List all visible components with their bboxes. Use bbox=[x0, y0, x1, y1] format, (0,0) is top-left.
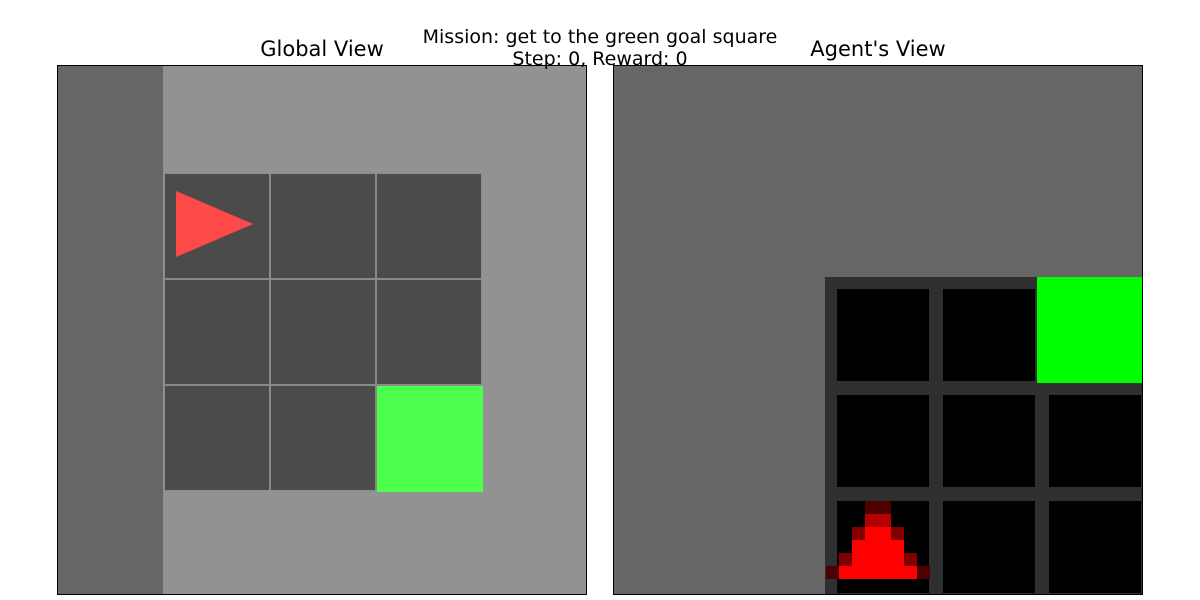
floor-cell bbox=[165, 386, 269, 490]
agent-pixel-row bbox=[865, 527, 891, 540]
mission-caption: Mission: get to the green goal square St… bbox=[0, 26, 1200, 70]
goal-square bbox=[1037, 277, 1142, 383]
goal-square bbox=[377, 386, 483, 492]
mission-text: Mission: get to the green goal square bbox=[422, 26, 778, 48]
floor-cell bbox=[943, 289, 1035, 381]
floor-cell bbox=[837, 289, 929, 381]
floor-cell bbox=[271, 280, 375, 384]
step-reward-text: Step: 0, Reward: 0 bbox=[512, 48, 688, 70]
floor-cell bbox=[943, 395, 1035, 487]
global-view-panel bbox=[57, 65, 587, 595]
agent-pixel-row bbox=[852, 553, 904, 566]
agent-triangle-icon bbox=[826, 501, 930, 579]
agent-edge-pixel bbox=[826, 566, 839, 579]
agent-edge-pixel bbox=[852, 527, 865, 540]
agent-edge-pixel bbox=[839, 553, 852, 566]
floor-cell bbox=[377, 174, 481, 278]
floor-cell bbox=[271, 386, 375, 490]
global-view-title: Global View bbox=[260, 37, 384, 61]
shaded-wall-column bbox=[58, 66, 163, 594]
floor-cell bbox=[271, 174, 375, 278]
floor-cell bbox=[1049, 395, 1141, 487]
agent-pixel-row bbox=[852, 540, 904, 553]
floor-cell bbox=[1049, 501, 1141, 593]
agent-edge-pixel bbox=[917, 566, 930, 579]
floor-cell bbox=[377, 280, 481, 384]
agent-pixel-row bbox=[865, 514, 891, 527]
agent-view-panel bbox=[613, 65, 1143, 595]
agent-edge-pixel bbox=[891, 527, 904, 540]
agent-pixel-row bbox=[865, 501, 891, 514]
agent-edge-pixel bbox=[904, 553, 917, 566]
floor-cell bbox=[943, 501, 1035, 593]
agent-view-grid bbox=[614, 66, 1142, 594]
global-view-grid bbox=[58, 66, 586, 594]
floor-cell bbox=[165, 280, 269, 384]
agent-view-title: Agent's View bbox=[810, 37, 946, 61]
floor-cell bbox=[837, 395, 929, 487]
agent-pixel-row bbox=[839, 566, 917, 579]
agent-triangle-icon bbox=[176, 191, 253, 257]
